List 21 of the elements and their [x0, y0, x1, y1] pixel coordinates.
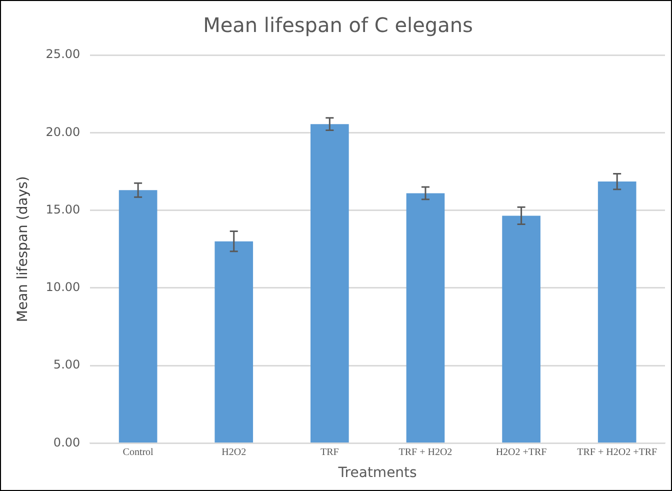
y-axis-title: Mean lifespan (days) [15, 176, 32, 322]
chart-title: Mean lifespan of C elegans [203, 13, 473, 38]
y-tick-label: 0.00 [53, 435, 80, 450]
x-tick-label: TRF + H2O2 +TRF [577, 446, 658, 458]
y-tick-label: 15.00 [46, 202, 80, 216]
x-tick-label: H2O2 [222, 446, 246, 458]
x-tick-label: TRF + H2O2 [398, 446, 452, 458]
bar [214, 241, 254, 442]
bar [502, 216, 540, 442]
bar [406, 193, 445, 442]
bar [118, 190, 158, 442]
y-tick-label: 20.00 [46, 124, 80, 139]
x-tick-label: TRF [320, 446, 340, 458]
y-tick-label: 5.00 [53, 358, 80, 372]
y-tick-label: 10.00 [46, 280, 80, 294]
bar [310, 124, 349, 442]
bar [598, 182, 636, 442]
x-tick-label: Control [122, 446, 154, 458]
x-axis-title: Treatments [337, 465, 417, 482]
x-tick-label: H2O2 +TRF [496, 446, 548, 458]
y-tick-label: 25.00 [46, 47, 80, 62]
